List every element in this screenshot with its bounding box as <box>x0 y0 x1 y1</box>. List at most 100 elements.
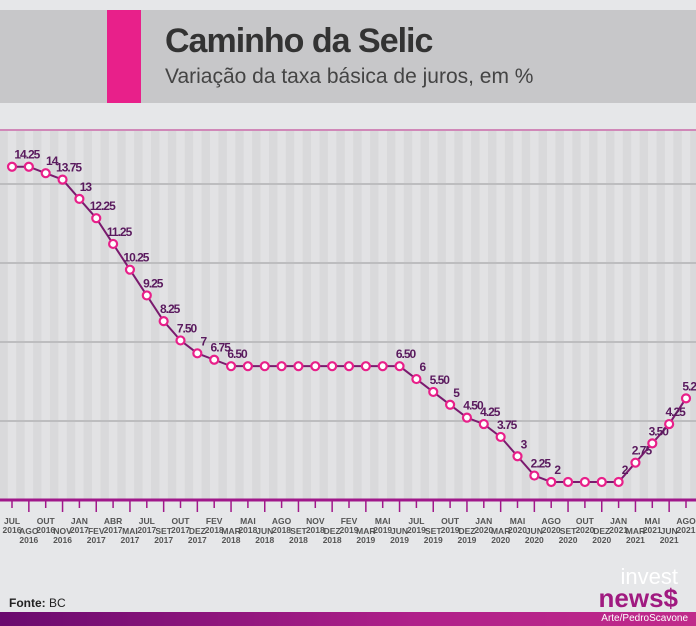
x-tick-label: MAR 2021 <box>626 526 645 545</box>
column-stripe <box>294 131 303 500</box>
data-label: 8.25 <box>160 302 181 316</box>
data-label: 14.25 <box>14 148 40 162</box>
column-stripe <box>159 131 168 500</box>
data-point <box>192 348 203 359</box>
column-stripe <box>92 131 101 500</box>
data-label: 2 <box>622 463 629 477</box>
column-stripe <box>243 131 253 500</box>
data-point <box>124 264 136 275</box>
x-tick-label: OUT 2019 <box>441 516 460 535</box>
x-tick-label: AGO 2020 <box>542 516 562 535</box>
data-label: 12.25 <box>90 199 116 213</box>
column-stripe <box>277 131 286 500</box>
data-point <box>175 335 186 346</box>
column-stripe <box>7 131 17 500</box>
column-stripe <box>142 131 152 500</box>
data-point <box>478 418 489 430</box>
column-stripe <box>361 131 371 500</box>
x-tick-label: JAN 2020 <box>474 516 493 535</box>
accent-bar <box>107 10 141 103</box>
column-stripe <box>395 131 404 500</box>
x-tick-label: DEZ 2019 <box>457 526 476 545</box>
x-tick-label: SET 2017 <box>154 526 173 545</box>
footer-band <box>0 612 696 626</box>
column-stripe <box>125 131 135 500</box>
x-tick-label: MAI 2020 <box>508 516 527 535</box>
data-label: 3.50 <box>649 424 670 438</box>
x-tick-label: MAR 2019 <box>356 526 375 545</box>
column-stripe <box>648 131 657 500</box>
x-tick-label: MAI 2018 <box>238 516 257 535</box>
data-label: 2.75 <box>632 444 653 458</box>
data-label: 13.75 <box>56 161 82 175</box>
column-stripe <box>496 131 505 500</box>
x-tick-label: DEZ 2017 <box>188 526 207 545</box>
data-point <box>91 213 102 224</box>
data-label: 4.25 <box>665 405 686 419</box>
column-stripe <box>311 131 320 500</box>
column-stripe <box>580 131 590 500</box>
x-tick-label: AGO 2018 <box>272 516 292 535</box>
data-label: 3 <box>521 437 528 451</box>
column-stripe <box>412 131 421 500</box>
x-tick-label: FEV 2019 <box>340 516 359 535</box>
data-point <box>293 361 304 372</box>
data-label: 5.25 <box>682 379 696 393</box>
column-stripe <box>563 131 573 500</box>
data-point <box>343 361 355 372</box>
column-stripe <box>631 131 640 500</box>
data-point <box>377 361 388 372</box>
data-point <box>461 412 473 423</box>
x-tick-label: JUL 2016 <box>3 516 22 535</box>
data-point <box>579 476 591 488</box>
data-point <box>546 476 557 488</box>
data-point <box>57 174 68 185</box>
x-tick-label: NOV 2018 <box>306 516 325 535</box>
x-tick-label: MAI 2017 <box>120 526 139 545</box>
column-stripe <box>664 131 674 500</box>
data-point <box>428 386 439 398</box>
data-point <box>613 476 624 488</box>
data-label: 9.25 <box>143 276 164 290</box>
credit: Arte/PedroScavone <box>601 613 688 624</box>
column-stripe <box>546 131 556 500</box>
data-point <box>158 316 169 327</box>
column-stripe <box>429 131 438 500</box>
data-label: 10.25 <box>123 251 149 265</box>
data-point <box>562 476 574 488</box>
source-label: Fonte: <box>9 596 46 610</box>
x-tick-label: JUL 2019 <box>407 516 426 535</box>
data-point <box>40 168 51 179</box>
x-tick-label: JUN 2019 <box>390 526 409 545</box>
x-tick-label: DEZ 2018 <box>323 526 342 545</box>
x-tick-label: ABR 2017 <box>104 516 123 535</box>
source-value: BC <box>49 596 66 610</box>
data-point <box>512 451 523 462</box>
data-label: 5 <box>453 386 460 400</box>
x-tick-label: AGO 2021 <box>676 516 696 535</box>
data-label: 3.75 <box>497 418 518 432</box>
x-tick-label: OUT 2016 <box>36 516 55 535</box>
x-tick-label: OUT 2020 <box>575 516 594 535</box>
column-stripe <box>58 131 67 500</box>
column-stripe <box>614 131 623 500</box>
x-tick-label: JUN 2018 <box>255 526 274 545</box>
data-point <box>141 290 152 301</box>
data-point <box>259 361 270 372</box>
x-tick-label: FEV 2017 <box>87 526 106 545</box>
data-point <box>495 431 506 443</box>
column-stripe <box>226 131 236 500</box>
x-tick-label: MAR 2020 <box>491 526 510 545</box>
source-note: Fonte: BC <box>9 596 66 610</box>
data-label: 6.50 <box>396 347 417 361</box>
data-point <box>394 361 405 372</box>
investnews-logo: invest news$ <box>598 564 679 613</box>
data-point <box>23 161 34 172</box>
data-point <box>107 238 119 250</box>
data-label: 7.50 <box>177 321 198 335</box>
data-label: 2.25 <box>531 457 552 471</box>
data-label: 13 <box>80 180 93 194</box>
column-stripe <box>530 131 539 500</box>
data-point <box>647 438 658 449</box>
x-tick-label: DEZ 2020 <box>592 526 611 545</box>
